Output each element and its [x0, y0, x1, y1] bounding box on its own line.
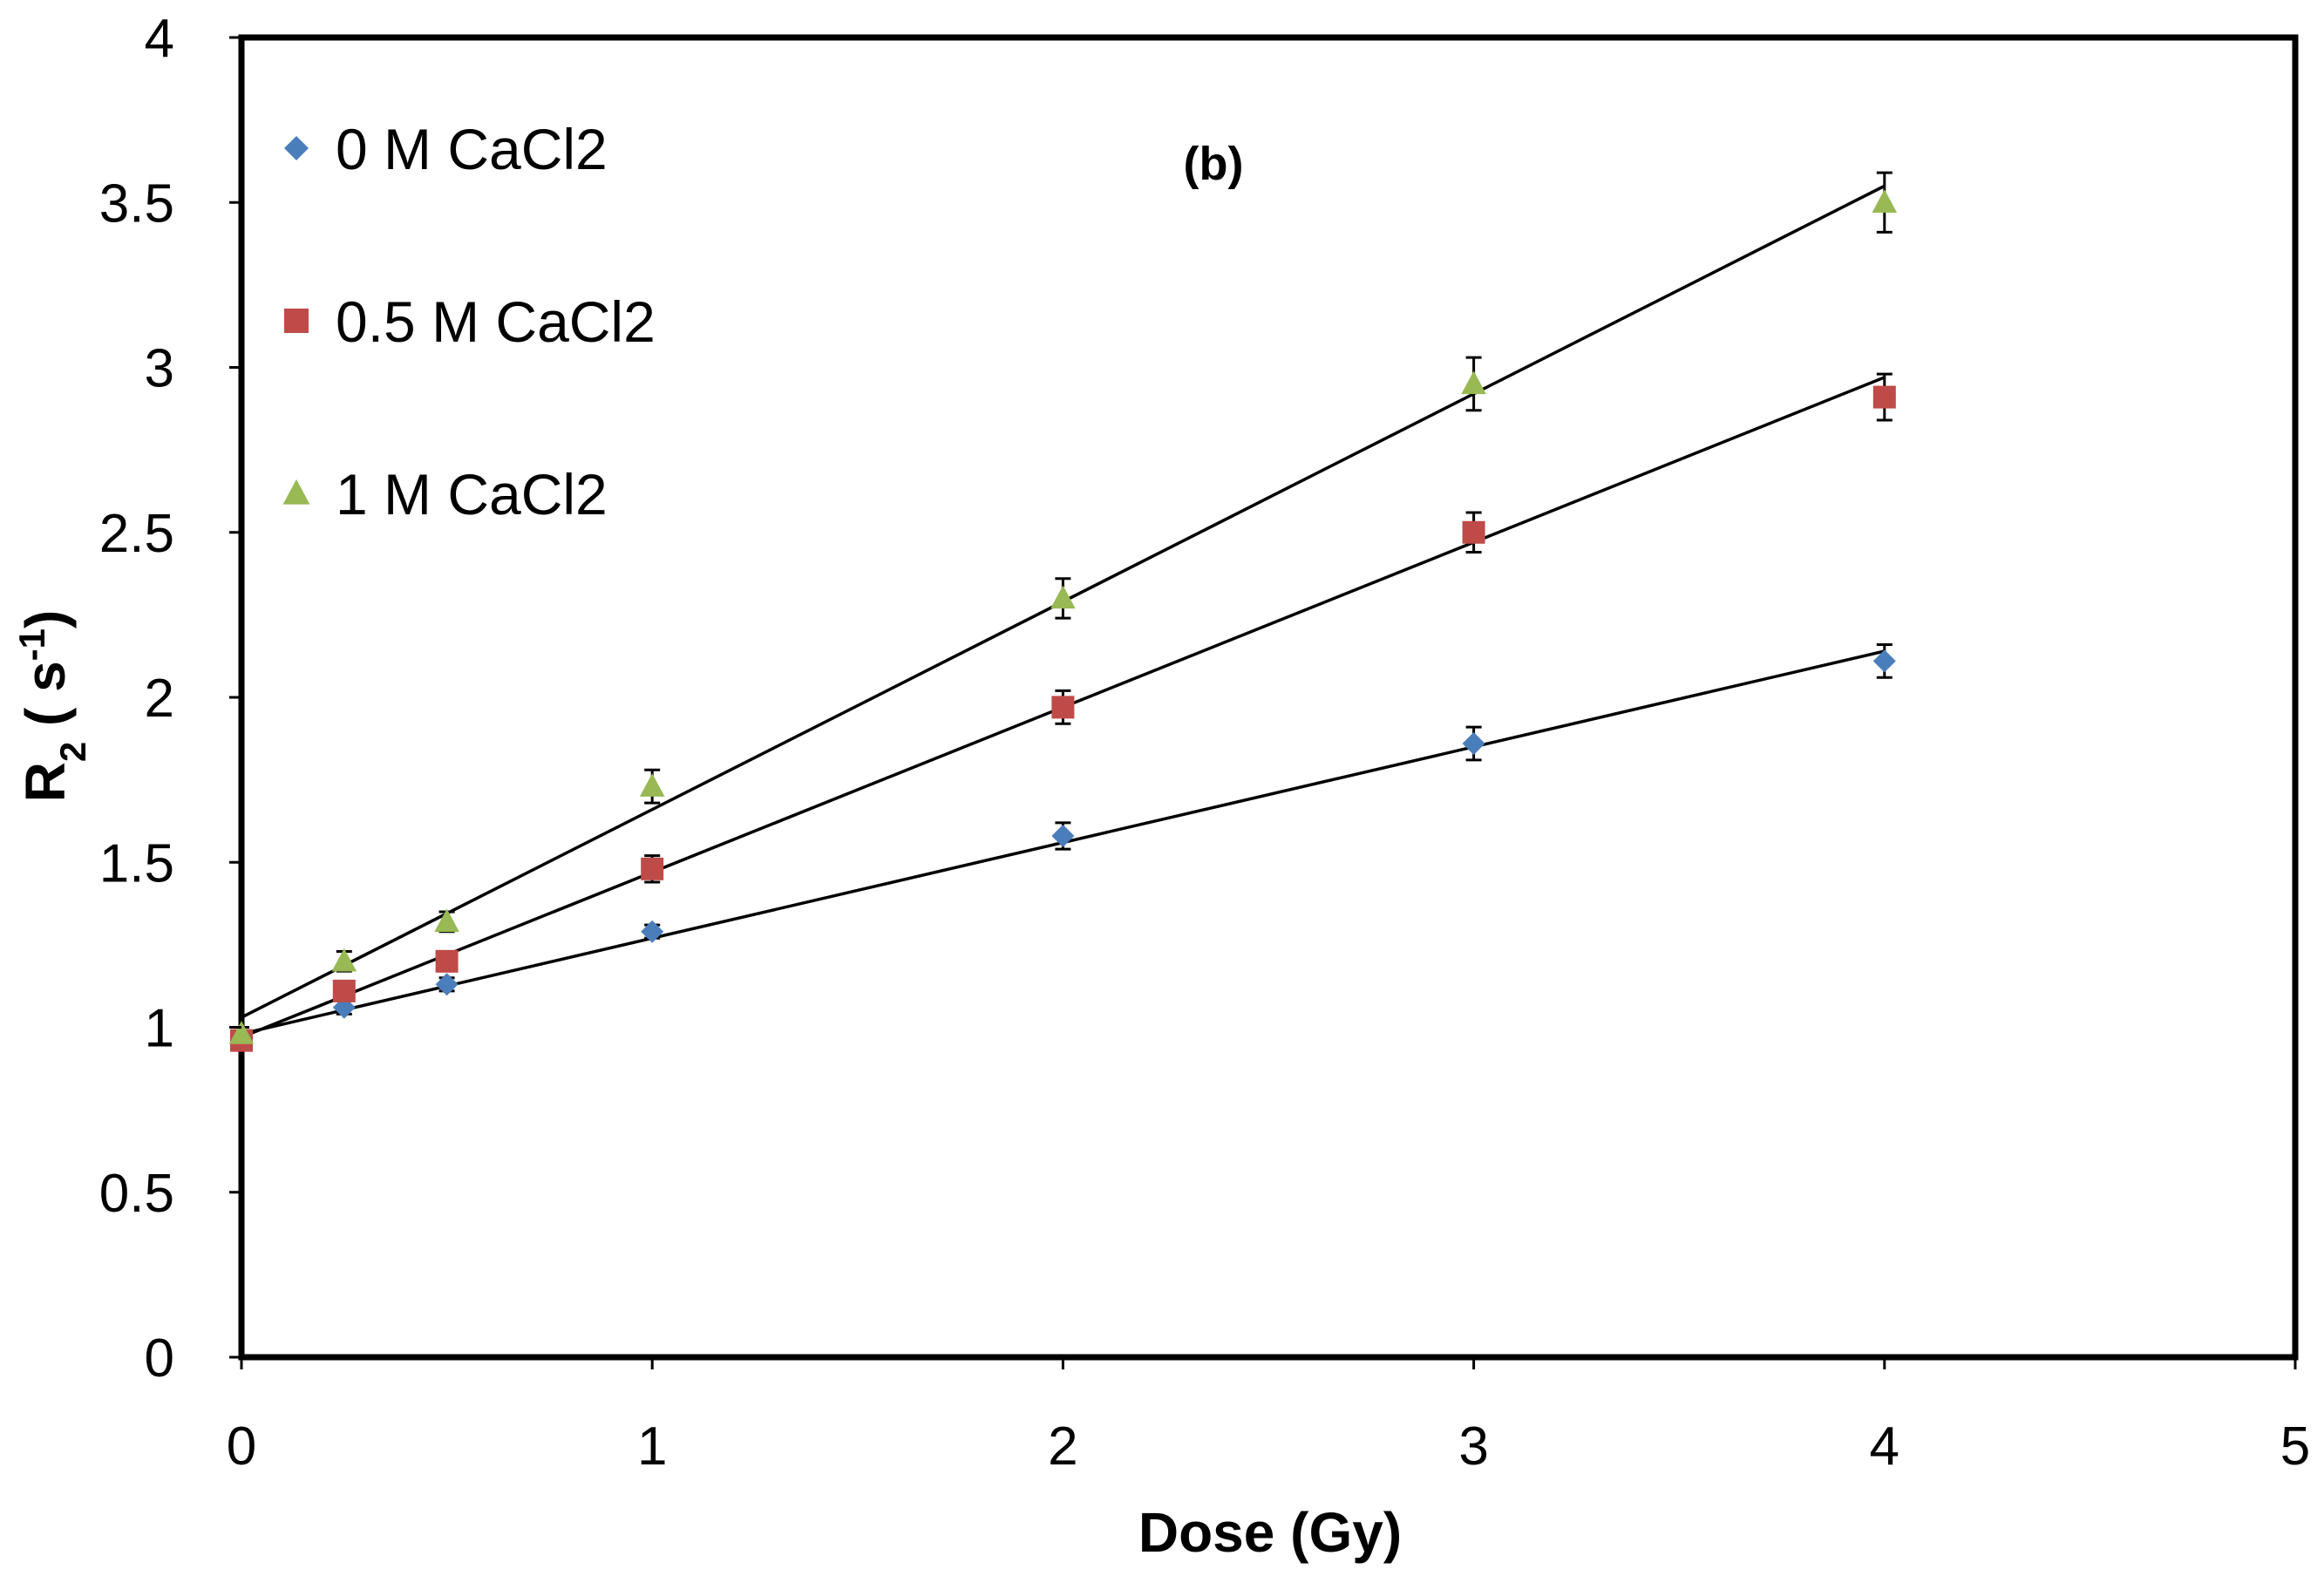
data-point — [1461, 370, 1486, 395]
data-point — [1051, 696, 1075, 719]
legend-marker — [282, 479, 310, 505]
data-point — [1051, 824, 1075, 847]
data-point — [641, 857, 664, 880]
data-point — [435, 949, 459, 973]
data-point — [228, 1021, 255, 1044]
legend: 0 M CaCl2 0.5 M CaCl2 1 M CaCl2 — [282, 117, 656, 526]
y-axis-title-sub: 2 — [52, 742, 93, 762]
y-tick-label: 1.5 — [99, 833, 174, 893]
data-point — [1872, 649, 1896, 673]
data-point — [434, 908, 459, 933]
legend-marker — [284, 309, 309, 333]
y-tick-label: 2 — [145, 669, 174, 729]
data-point — [641, 920, 664, 943]
y-tick-label: 0.5 — [99, 1164, 174, 1224]
data-point — [435, 973, 459, 996]
data-point — [1872, 385, 1896, 409]
x-axis-ticks: 0 1 2 3 4 5 — [227, 1357, 2310, 1477]
y-tick-label: 3.5 — [99, 173, 174, 234]
data-point — [1462, 731, 1485, 755]
panel-label: (b) — [1184, 138, 1244, 190]
y-tick-label: 3 — [145, 339, 174, 399]
y-axis-title-unit-close: ) — [14, 610, 77, 628]
data-point — [639, 773, 665, 797]
y-axis-title: R2 ( s-1) — [11, 610, 93, 803]
legend-label: 0 M CaCl2 — [336, 117, 608, 181]
y-tick-label: 2.5 — [99, 504, 174, 564]
data-point — [1462, 520, 1485, 544]
x-tick-label: 4 — [1870, 1416, 1899, 1477]
legend-label: 0.5 M CaCl2 — [336, 289, 656, 354]
x-axis-title: Dose (Gy) — [1138, 1501, 1402, 1564]
x-tick-label: 2 — [1048, 1416, 1077, 1477]
data-point — [1872, 189, 1898, 213]
legend-marker — [284, 136, 309, 160]
y-axis-ticks: 0 0.5 1 1.5 2 2.5 3 3.5 4 — [99, 9, 241, 1389]
data-point — [332, 979, 356, 1002]
x-tick-label: 0 — [227, 1416, 256, 1477]
y-tick-label: 0 — [145, 1328, 174, 1389]
plot-border — [238, 34, 2299, 1361]
x-tick-label: 3 — [1458, 1416, 1488, 1477]
y-axis-title-unit-open: ( s — [14, 661, 77, 741]
data-point — [1050, 585, 1076, 609]
x-tick-label: 1 — [637, 1416, 667, 1477]
plot-area — [238, 34, 2299, 1361]
y-tick-label: 1 — [145, 999, 174, 1059]
y-tick-label: 4 — [145, 9, 174, 69]
legend-label: 1 M CaCl2 — [336, 462, 608, 526]
x-tick-label: 5 — [2280, 1416, 2310, 1477]
y-axis-title-main: R — [14, 762, 77, 802]
data-points — [228, 189, 1898, 1052]
data-point — [331, 948, 357, 972]
y-axis-title-sup: -1 — [11, 628, 52, 661]
